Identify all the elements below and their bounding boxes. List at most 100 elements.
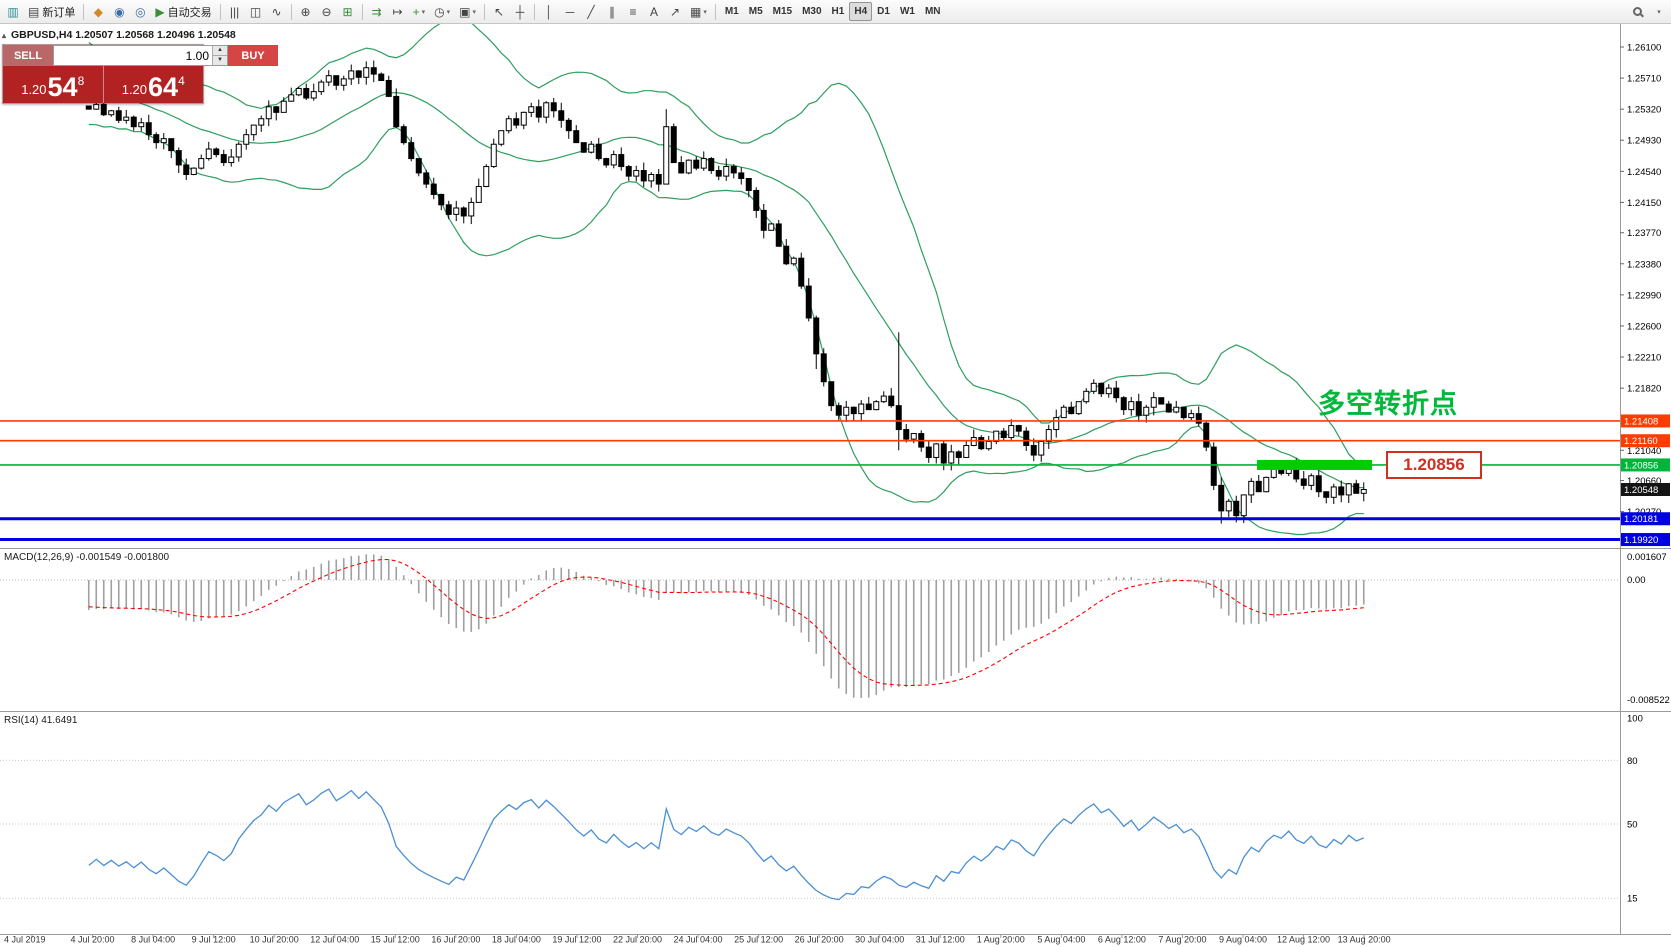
horizontal-line-button[interactable]: ─ bbox=[560, 2, 580, 22]
toolbar-separator bbox=[219, 3, 221, 20]
chart-shift-button[interactable]: ↦ bbox=[388, 2, 408, 22]
cursor-button[interactable]: ↖ bbox=[489, 2, 509, 22]
zoom-in-button[interactable]: ⊕ bbox=[296, 2, 316, 22]
chart-canvas[interactable]: 1.26100 1.25710 1.25320 1.24930 1.24540 1.241… bbox=[0, 24, 1671, 947]
time-axis-label: 12 Aug 12:00 bbox=[1277, 935, 1330, 945]
collapse-one-click-icon[interactable]: ▴ bbox=[2, 30, 7, 40]
macd-layer bbox=[0, 554, 1620, 698]
timeframe-button-M15[interactable]: M15 bbox=[768, 2, 797, 21]
buy-price-button[interactable]: 1.20 64 4 bbox=[104, 66, 204, 103]
new-order-button[interactable]: ▤ 新订单 bbox=[24, 2, 79, 22]
chevron-down-icon: ▾ bbox=[703, 8, 707, 16]
autotrade-label: 自动交易 bbox=[167, 6, 212, 19]
auto-scroll-button[interactable]: ⇉ bbox=[367, 2, 387, 22]
toolbar-separator bbox=[533, 3, 535, 20]
macd-axis-label: -0.008522 bbox=[1627, 695, 1670, 706]
timeframe-button-M30[interactable]: M30 bbox=[797, 2, 826, 21]
chart-window-button[interactable]: ◆ bbox=[88, 2, 108, 22]
timeframe-button-H1[interactable]: H1 bbox=[827, 2, 850, 21]
price-callout-label[interactable]: 1.20856 bbox=[1386, 450, 1482, 479]
zoom-out-button[interactable]: ⊖ bbox=[317, 2, 337, 22]
candles-layer bbox=[85, 60, 1367, 524]
templates-button[interactable]: ▣ ▾ bbox=[455, 2, 480, 22]
time-axis-label: 4 Jul 20:00 bbox=[71, 935, 115, 945]
crosshair-icon: ┼ bbox=[515, 4, 525, 19]
new-order-label: 新订单 bbox=[42, 6, 76, 19]
time-axis-label: 30 Jul 04:00 bbox=[855, 935, 904, 945]
buy-price-pips: 64 bbox=[148, 72, 179, 102]
rsi-axis-label: 50 bbox=[1627, 820, 1638, 831]
timeframe-button-H4[interactable]: H4 bbox=[849, 2, 873, 21]
data-window-button[interactable]: ◎ bbox=[130, 2, 150, 22]
trendline-button[interactable]: ╱ bbox=[581, 2, 601, 22]
volume-increase-button[interactable]: ▲ bbox=[213, 46, 227, 56]
timeframe-button-M1[interactable]: M1 bbox=[720, 2, 744, 21]
time-axis-label: 22 Jul 20:00 bbox=[613, 935, 662, 945]
tile-windows-button[interactable]: ⊞ bbox=[338, 2, 358, 22]
autotrade-button[interactable]: ▶ 自动交易 bbox=[151, 2, 215, 22]
price-level-plate bbox=[1621, 533, 1670, 547]
timeframe-button-M5[interactable]: M5 bbox=[744, 2, 768, 21]
rsi-indicator-label: RSI(14) 41.6491 bbox=[4, 715, 78, 726]
market-watch-icon: ◉ bbox=[114, 4, 125, 19]
arrows-tool-button[interactable]: ↗ bbox=[665, 2, 685, 22]
buy-price-point: 4 bbox=[178, 74, 185, 88]
time-axis-label: 12 Jul 04:00 bbox=[310, 935, 359, 945]
sell-button[interactable]: SELL bbox=[3, 45, 53, 66]
new-order-icon: ▤ bbox=[28, 4, 40, 19]
periods-button[interactable]: ◷ ▾ bbox=[430, 2, 454, 22]
time-axis: 4 Jul 2019 4 Jul 20:00 8 Jul 04:00 9 Jul 12… bbox=[4, 934, 1391, 945]
crosshair-button[interactable]: ┼ bbox=[510, 2, 530, 22]
panel-separators bbox=[0, 24, 1671, 935]
candle-chart-button[interactable]: ◫ bbox=[246, 2, 266, 22]
chart-annotation-text[interactable]: 多空转折点 bbox=[1318, 389, 1458, 419]
timeframe-button-W1[interactable]: W1 bbox=[895, 2, 920, 21]
main-toolbar: ▥ ▤ 新订单 ◆ ◉ ◎ ▶ 自动交易 ||| ◫ ∿ ⊕ ⊖ ⊞ ⇉ ↦ + ▾ … bbox=[0, 0, 1671, 24]
time-axis-label: 18 Jul 04:00 bbox=[492, 935, 541, 945]
auto-scroll-icon: ⇉ bbox=[371, 4, 382, 19]
shapes-button[interactable]: ▦ ▾ bbox=[686, 2, 711, 22]
price-axis-label: 1.22210 bbox=[1627, 353, 1661, 364]
buy-button[interactable]: BUY bbox=[228, 45, 278, 66]
text-tool-icon: A bbox=[649, 4, 658, 19]
volume-input[interactable] bbox=[54, 46, 212, 65]
cursor-icon: ↖ bbox=[493, 4, 504, 19]
price-level-plate-text: 1.20548 bbox=[1624, 485, 1658, 496]
volume-field: ▲ ▼ bbox=[53, 45, 228, 66]
channel-button[interactable]: ∥ bbox=[602, 2, 622, 22]
bar-chart-icon: ||| bbox=[229, 4, 240, 19]
fibonacci-button[interactable]: ≡ bbox=[623, 2, 643, 22]
horizontal-line-icon: ─ bbox=[565, 4, 575, 19]
timeframe-button-MN[interactable]: MN bbox=[920, 2, 946, 21]
market-watch-button[interactable]: ◉ bbox=[109, 2, 129, 22]
time-axis-label: 1 Aug 20:00 bbox=[977, 935, 1025, 945]
level-lines-layer bbox=[0, 420, 1620, 542]
price-level-plate bbox=[1621, 434, 1670, 448]
toolbar-more-button[interactable]: ▾ bbox=[1648, 2, 1668, 22]
price-axis-label: 1.22600 bbox=[1627, 321, 1661, 332]
time-axis-label: 24 Jul 04:00 bbox=[674, 935, 723, 945]
toolbar-separator bbox=[714, 3, 716, 20]
sell-price-button[interactable]: 1.20 54 8 bbox=[3, 66, 103, 103]
vertical-line-button[interactable]: │ bbox=[539, 2, 559, 22]
indicators-button[interactable]: + ▾ bbox=[409, 2, 430, 22]
app-button[interactable]: ▥ bbox=[3, 2, 23, 22]
data-window-icon: ◎ bbox=[135, 4, 146, 19]
timeframe-button-D1[interactable]: D1 bbox=[872, 2, 895, 21]
time-axis-label: 13 Aug 20:00 bbox=[1338, 935, 1391, 945]
search-button[interactable] bbox=[1627, 2, 1647, 22]
bar-chart-button[interactable]: ||| bbox=[225, 2, 245, 22]
arrow-tool-icon: ↗ bbox=[669, 4, 680, 19]
price-level-plate-text: 1.20856 bbox=[1624, 460, 1658, 471]
search-icon bbox=[1632, 7, 1642, 16]
time-axis-label: 16 Jul 20:00 bbox=[431, 935, 480, 945]
chart-workspace: 1.26100 1.25710 1.25320 1.24930 1.24540 1.241… bbox=[0, 24, 1671, 947]
volume-decrease-button[interactable]: ▼ bbox=[213, 56, 227, 65]
text-tool-button[interactable]: A bbox=[644, 2, 664, 22]
line-chart-button[interactable]: ∿ bbox=[267, 2, 287, 22]
chevron-down-icon: ▾ bbox=[446, 8, 451, 16]
time-axis-label: 19 Jul 12:00 bbox=[552, 935, 601, 945]
chart-title: ▴ GBPUSD,H4 1.20507 1.20568 1.20496 1.20… bbox=[2, 29, 236, 41]
timeframe-toolbar: M1 M5 M15 M30 H1 H4 D1 W1 MN bbox=[720, 2, 946, 21]
chevron-down-icon: ▾ bbox=[421, 8, 426, 16]
